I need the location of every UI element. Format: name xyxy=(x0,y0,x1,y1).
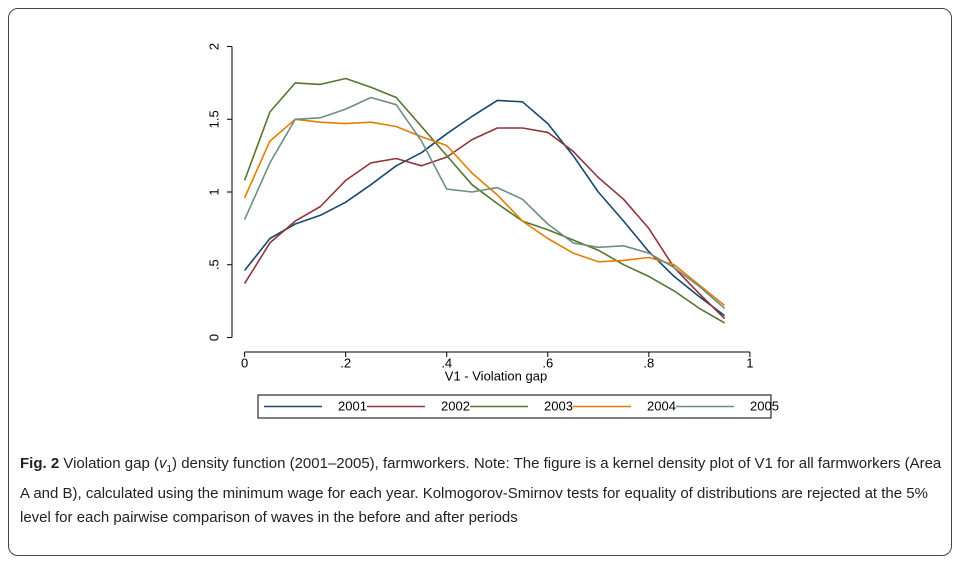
legend-label: 2005 xyxy=(750,398,779,413)
x-tick-label: .8 xyxy=(643,355,654,370)
x-tick-label: .6 xyxy=(542,355,553,370)
series-line xyxy=(243,127,726,320)
y-tick-label: .5 xyxy=(206,259,221,270)
series-line xyxy=(243,118,726,307)
x-tick-label: 1 xyxy=(746,355,753,370)
series-line xyxy=(243,96,726,310)
y-tick-label: 0 xyxy=(206,334,221,341)
caption-sub: 1 xyxy=(166,464,173,475)
y-tick-label: 1 xyxy=(206,188,221,195)
y-tick-label: 1.5 xyxy=(206,110,221,128)
legend-label: 2002 xyxy=(441,398,470,413)
caption: Fig. 2 Violation gap (v1) density functi… xyxy=(20,452,945,530)
x-tick-label: .4 xyxy=(441,355,452,370)
caption-text: Violation gap ( xyxy=(63,455,159,472)
legend-label: 2003 xyxy=(544,398,573,413)
legend-label: 2001 xyxy=(338,398,367,413)
legend-label: 2004 xyxy=(647,398,676,413)
figure-frame xyxy=(8,8,952,556)
caption-label: Fig. 2 xyxy=(20,455,60,472)
y-tick-label: 2 xyxy=(206,43,221,50)
series-line xyxy=(243,99,726,317)
chart: 0 .5 1 1.5 2 0 .2 .4 .6 .8 1 V1 - Violation gap 2001… xyxy=(206,43,779,419)
x-tick-label: .2 xyxy=(340,355,351,370)
x-axis-label: V1 - Violation gap xyxy=(445,368,547,383)
caption-var: v xyxy=(158,455,167,472)
series-line xyxy=(243,77,725,324)
x-tick-label: 0 xyxy=(241,355,248,370)
caption-text: ) density function (2001–2005), farmwork… xyxy=(20,455,942,526)
